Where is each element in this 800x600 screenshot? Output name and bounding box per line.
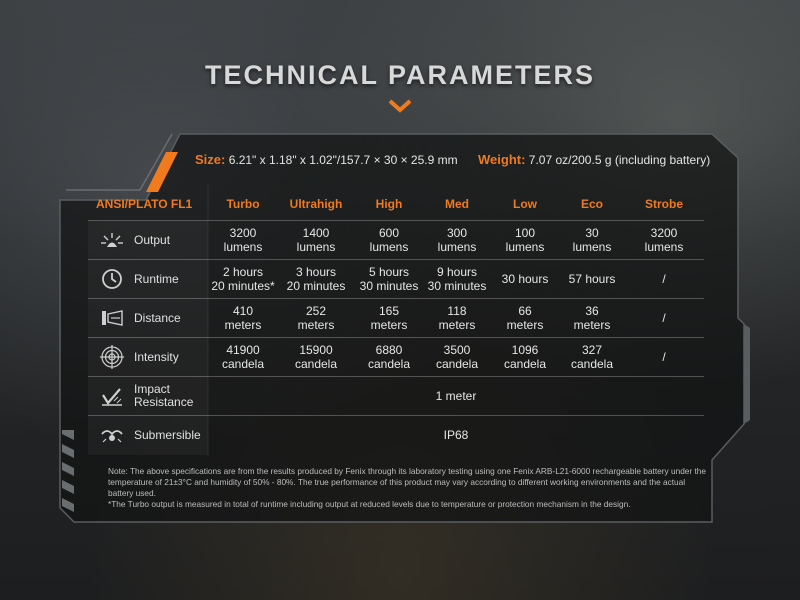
cell: 15900 candela xyxy=(294,343,338,371)
weight-spec: Weight: 7.07 oz/200.5 g (including batte… xyxy=(478,152,710,170)
row-label-output: Output xyxy=(134,232,171,247)
cell: 1400 lumens xyxy=(296,226,336,254)
cell: 252 meters xyxy=(297,304,335,332)
cell: 2 hours 20 minutes* xyxy=(211,265,275,293)
impact-value: 1 meter xyxy=(435,389,477,403)
cell: 100 lumens xyxy=(505,226,545,254)
output-icon xyxy=(101,233,123,247)
chevron-down-icon xyxy=(388,99,412,113)
size-value: 6.21" x 1.18" x 1.02"/157.7 × 30 × 25.9 … xyxy=(228,153,458,167)
table-row: Impact Resistance 1 meter xyxy=(88,376,704,416)
cell: 66 meters xyxy=(506,304,544,332)
row-label-submersible: Submersible xyxy=(134,427,201,442)
row-label-impact: Impact Resistance xyxy=(134,382,194,409)
cell: 165 meters xyxy=(370,304,408,332)
footnote-line2: *The Turbo output is measured in total o… xyxy=(108,499,631,509)
size-spec: Size: 6.21" x 1.18" x 1.02"/157.7 × 30 ×… xyxy=(195,152,458,170)
table-header-row: ANSI/PLATO FL1 Turbo Ultrahigh High Med … xyxy=(88,187,704,221)
header-mode-low: Low xyxy=(513,196,537,211)
cell: 3 hours 20 minutes xyxy=(286,265,346,293)
row-label-runtime: Runtime xyxy=(134,271,179,286)
footnote-line1: Note: The above specifications are from … xyxy=(108,466,707,498)
header-mode-med: Med xyxy=(445,196,469,211)
cell: 118 meters xyxy=(438,304,476,332)
header-mode-high: High xyxy=(375,196,403,211)
clock-icon xyxy=(102,269,122,289)
crosshair-icon xyxy=(100,345,124,369)
cell: 30 lumens xyxy=(572,226,612,254)
header-mode-ultrahigh: Ultrahigh xyxy=(289,196,343,211)
cell: 36 meters xyxy=(573,304,611,332)
row-label-distance: Distance xyxy=(134,310,181,325)
header-mode-turbo: Turbo xyxy=(226,196,260,211)
table-row: Distance 410 meters 252 meters 165 meters 1… xyxy=(88,298,704,338)
row-label-intensity: Intensity xyxy=(134,349,179,364)
impact-icon xyxy=(102,388,122,406)
cell: 1096 candela xyxy=(503,343,547,371)
weight-label: Weight: xyxy=(478,152,526,167)
header-mode-eco: Eco xyxy=(580,196,603,211)
table-row: Output 3200 lumens 1400 lumens 600 lumens 3… xyxy=(88,220,704,260)
submersible-value: IP68 xyxy=(443,428,469,443)
cell: 41900 candela xyxy=(221,343,265,371)
table-row: Submersible IP68 xyxy=(88,415,704,455)
size-label: Size: xyxy=(195,152,226,167)
distance-icon xyxy=(102,310,123,326)
submersible-icon xyxy=(101,430,123,443)
parameters-table: ANSI/PLATO FL1 Turbo Ultrahigh High Med … xyxy=(88,187,704,455)
header-mode-strobe: Strobe xyxy=(644,196,683,211)
cell: 300 lumens xyxy=(437,226,477,254)
cell: 3200 lumens xyxy=(644,226,684,254)
cell: 600 lumens xyxy=(369,226,409,254)
cell: 6880 candela xyxy=(367,343,411,371)
cell: / xyxy=(662,350,666,364)
cell: 3200 lumens xyxy=(223,226,263,254)
page-title: TECHNICAL PARAMETERS xyxy=(204,60,595,90)
footnote: Note: The above specifications are from … xyxy=(108,466,708,510)
cell: 57 hours xyxy=(568,272,616,286)
cell: 3500 candela xyxy=(435,343,479,371)
table-row: Intensity 41900 candela 15900 candela 6880… xyxy=(88,337,704,377)
table-row: Runtime 2 hours 20 minutes* 3 hours 20 min… xyxy=(88,259,704,299)
cell: 327 candela xyxy=(570,343,614,371)
header-ansi-label: ANSI/PLATO FL1 xyxy=(96,196,193,211)
cell: / xyxy=(662,272,666,286)
cell: 9 hours 30 minutes xyxy=(427,265,487,293)
cell: 410 meters xyxy=(224,304,262,332)
weight-value: 7.07 oz/200.5 g (including battery) xyxy=(528,153,711,167)
cell: / xyxy=(662,311,666,325)
cell: 5 hours 30 minutes xyxy=(359,265,419,293)
cell: 30 hours xyxy=(501,272,549,286)
